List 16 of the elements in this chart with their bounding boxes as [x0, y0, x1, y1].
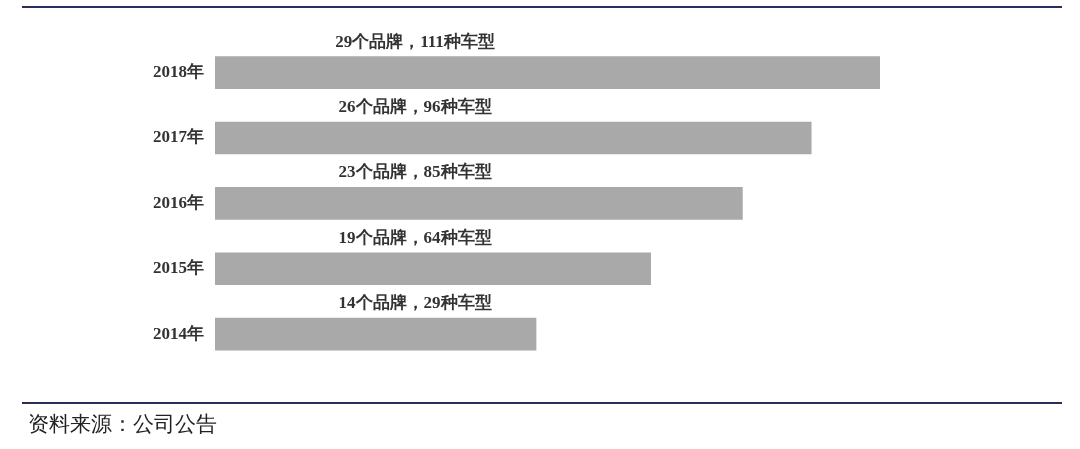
- y-tick-label: 2014年: [153, 323, 204, 343]
- y-tick-label: 2016年: [153, 192, 204, 212]
- y-tick-label: 2017年: [153, 127, 204, 147]
- text: 资料来源：公司公告: [28, 411, 217, 438]
- bar: [215, 121, 812, 155]
- data-label: 29个品牌，111种车型: [335, 31, 495, 51]
- data-label: 19个品牌，64种车型: [338, 227, 492, 247]
- bar: [215, 317, 537, 351]
- data-label: 23个品牌，85种车型: [338, 162, 492, 182]
- y-tick-label: 2015年: [153, 258, 204, 278]
- data-label: 14个品牌，29种车型: [338, 293, 492, 313]
- bar: [215, 252, 652, 286]
- bar: [215, 56, 880, 90]
- y-tick-label: 2018年: [153, 62, 204, 82]
- data-label: 26个品牌，96种车型: [338, 96, 492, 116]
- bar: [215, 187, 743, 220]
